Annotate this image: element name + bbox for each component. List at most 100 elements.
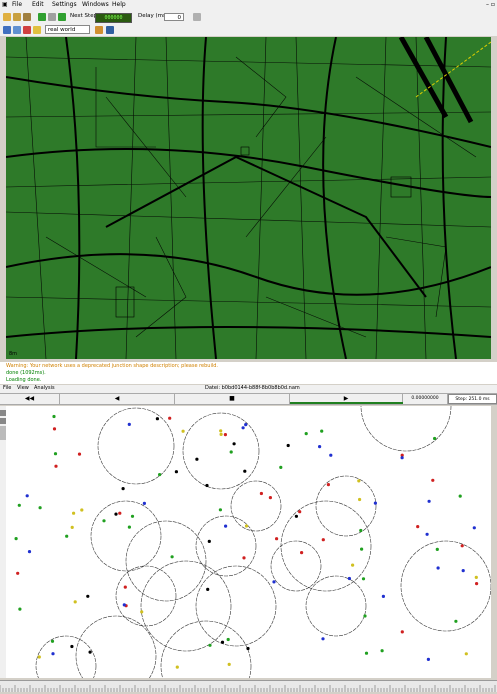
node-marker[interactable] <box>357 479 361 483</box>
node-marker[interactable] <box>363 614 367 618</box>
reload-icon[interactable] <box>13 13 21 21</box>
select-icon[interactable] <box>33 26 41 34</box>
node-marker[interactable] <box>326 483 330 487</box>
node-marker[interactable] <box>232 442 236 446</box>
node-marker[interactable] <box>205 483 209 488</box>
open-icon[interactable] <box>3 13 11 21</box>
zoom-slider[interactable] <box>0 426 6 440</box>
zoom-out-icon[interactable] <box>0 418 6 424</box>
node-marker[interactable] <box>380 649 384 653</box>
zoom-in-icon[interactable] <box>0 410 6 416</box>
node-marker[interactable] <box>361 577 366 581</box>
node-marker[interactable] <box>142 501 146 505</box>
node-marker[interactable] <box>27 550 32 554</box>
node-marker[interactable] <box>220 640 225 644</box>
node-marker[interactable] <box>416 525 420 529</box>
node-marker[interactable] <box>381 594 385 598</box>
node-marker[interactable] <box>360 547 364 551</box>
zoom-icon[interactable] <box>13 26 21 34</box>
node-marker[interactable] <box>329 453 333 457</box>
viewer-menu-analysis[interactable]: Analysis <box>34 385 55 391</box>
node-marker[interactable] <box>461 569 465 573</box>
node-marker[interactable] <box>51 652 55 656</box>
node-marker[interactable] <box>38 506 42 510</box>
viewer-menu-file[interactable]: File <box>3 385 12 391</box>
color-icon[interactable] <box>23 26 31 34</box>
node-marker[interactable] <box>321 538 325 542</box>
network-map-view[interactable]: 8m <box>6 37 491 359</box>
node-marker[interactable] <box>114 512 118 516</box>
node-marker[interactable] <box>246 646 250 651</box>
node-marker[interactable] <box>229 450 233 454</box>
node-marker[interactable] <box>400 453 404 457</box>
node-marker[interactable] <box>425 532 429 536</box>
node-marker[interactable] <box>72 511 76 515</box>
node-marker[interactable] <box>140 610 144 614</box>
node-marker[interactable] <box>300 551 304 555</box>
node-marker[interactable] <box>130 514 135 518</box>
node-marker[interactable] <box>158 473 162 477</box>
viewer-menu-view[interactable]: View <box>17 385 29 391</box>
node-marker[interactable] <box>155 417 159 421</box>
menu-edit[interactable]: Edit <box>32 1 44 8</box>
node-marker[interactable] <box>195 457 199 461</box>
node-marker[interactable] <box>25 494 29 498</box>
node-marker[interactable] <box>436 566 440 570</box>
node-marker[interactable] <box>224 524 228 528</box>
screenshot-icon[interactable] <box>106 26 114 34</box>
node-marker[interactable] <box>86 594 90 598</box>
node-marker[interactable] <box>70 525 74 529</box>
window-controls[interactable]: – ▫ <box>486 1 495 8</box>
node-marker[interactable] <box>122 603 126 607</box>
node-marker[interactable] <box>298 510 302 514</box>
node-marker[interactable] <box>347 576 351 581</box>
node-marker[interactable] <box>431 478 435 482</box>
node-marker[interactable] <box>318 445 322 449</box>
step-duration-input[interactable]: Step: 251.0 ms <box>448 394 497 404</box>
node-marker[interactable] <box>102 519 106 523</box>
node-marker[interactable] <box>373 501 377 505</box>
node-marker[interactable] <box>272 580 276 584</box>
node-marker[interactable] <box>77 452 82 456</box>
node-marker[interactable] <box>242 556 246 560</box>
node-marker[interactable] <box>475 582 479 586</box>
node-marker[interactable] <box>73 600 77 604</box>
scheme-edit-icon[interactable] <box>95 26 103 34</box>
node-marker[interactable] <box>454 619 458 623</box>
node-marker[interactable] <box>206 587 210 591</box>
node-marker[interactable] <box>223 433 227 437</box>
node-marker[interactable] <box>244 423 248 427</box>
window-icon[interactable] <box>193 13 201 21</box>
node-marker[interactable] <box>474 575 478 579</box>
node-marker[interactable] <box>294 514 298 518</box>
node-marker[interactable] <box>88 650 92 654</box>
node-marker[interactable] <box>464 652 468 656</box>
node-marker[interactable] <box>18 607 22 611</box>
close-sim-icon[interactable] <box>23 13 31 21</box>
node-marker[interactable] <box>227 662 231 666</box>
node-marker[interactable] <box>426 657 430 661</box>
node-marker[interactable] <box>168 416 172 420</box>
node-marker[interactable] <box>37 655 41 659</box>
node-marker[interactable] <box>123 585 127 589</box>
node-marker[interactable] <box>50 639 55 643</box>
node-marker[interactable] <box>359 528 363 533</box>
delay-input[interactable]: 0 <box>164 13 184 21</box>
node-marker[interactable] <box>259 491 263 496</box>
play-button[interactable]: ▶ <box>290 394 403 404</box>
node-marker[interactable] <box>268 496 272 500</box>
node-marker[interactable] <box>52 427 57 431</box>
node-marker[interactable] <box>304 432 308 436</box>
run-icon[interactable] <box>38 13 46 21</box>
node-marker[interactable] <box>127 525 131 529</box>
node-marker[interactable] <box>174 470 178 474</box>
step-back-button[interactable]: ◀ <box>60 394 175 404</box>
stop-button[interactable]: ■ <box>175 394 290 404</box>
menu-settings[interactable]: Settings <box>52 1 77 8</box>
step-icon[interactable] <box>58 13 66 21</box>
node-marker[interactable] <box>16 571 20 575</box>
node-marker[interactable] <box>320 429 324 433</box>
node-marker[interactable] <box>321 637 325 641</box>
node-marker[interactable] <box>218 508 222 512</box>
node-marker[interactable] <box>170 555 174 559</box>
